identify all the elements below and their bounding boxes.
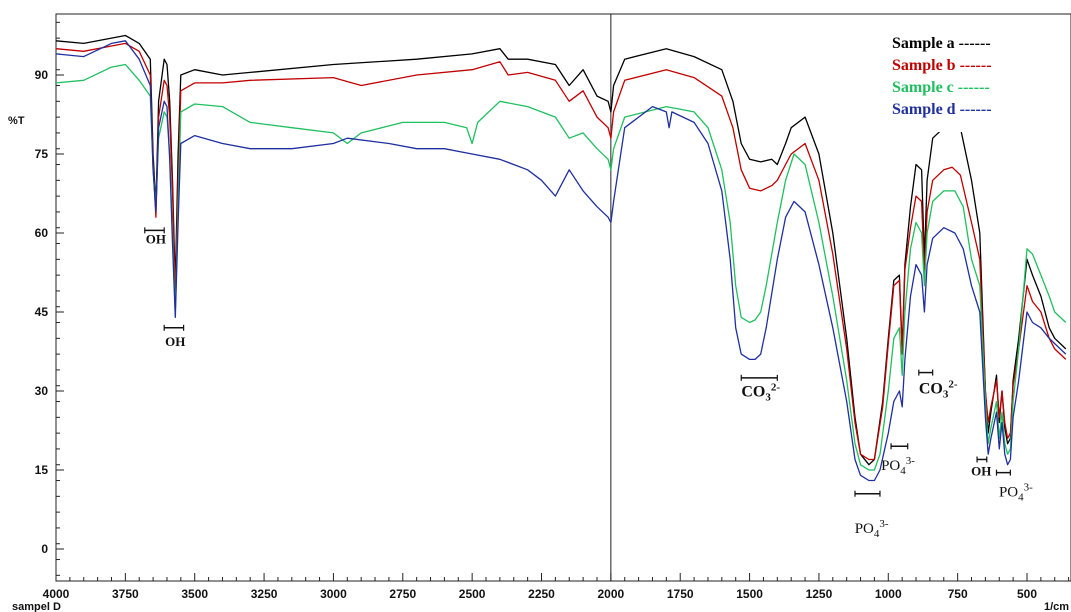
annotation-label: CO32- xyxy=(741,381,780,403)
plot-frame xyxy=(55,13,1071,582)
series-line-3 xyxy=(55,63,1067,471)
x-tick-label: 3500 xyxy=(181,587,208,601)
legend-entry: Sample c ------ xyxy=(892,79,990,96)
legend-entry: Sample b ------ xyxy=(892,57,992,74)
annotation-label: CO32- xyxy=(919,379,958,401)
legend: Sample a ------ Sample b ------ Sample c -… xyxy=(880,24,1050,132)
legend-entry: Sample d ------ xyxy=(892,101,992,118)
x-tick-label: 2000 xyxy=(598,587,625,601)
annotation-label: PO43- xyxy=(855,518,889,540)
x-tick-label: 1000 xyxy=(875,587,902,601)
annotation-label: PO43- xyxy=(999,481,1033,503)
y-tick-label: 30 xyxy=(35,384,49,398)
y-tick-label: 75 xyxy=(35,147,49,161)
x-tick-label: 3250 xyxy=(251,587,278,601)
x-tick-label: 1500 xyxy=(736,587,763,601)
x-tick-label: 3750 xyxy=(112,587,139,601)
x-tick-label: 2750 xyxy=(389,587,416,601)
x-axis: 4000 3750 3500 3250 3000 2750 2500 2250 2000 1750… xyxy=(43,573,1070,601)
series-line-2 xyxy=(55,42,1067,461)
series-group xyxy=(55,34,1067,482)
x-tick-label: 4000 xyxy=(43,587,70,601)
legend-box xyxy=(880,24,1050,132)
y-tick-label: 45 xyxy=(35,305,49,319)
x-tick-label: 2500 xyxy=(459,587,486,601)
y-tick-label: 90 xyxy=(35,68,49,82)
legend-entry: Sample a ------ xyxy=(892,35,991,52)
annotation-label: OH xyxy=(146,232,166,247)
x-tick-label: 2250 xyxy=(528,587,555,601)
x-tick-label: 500 xyxy=(1017,587,1037,601)
x-tick-label: 3000 xyxy=(320,587,347,601)
annotation-label: OH xyxy=(971,463,991,478)
y-tick-label: 0 xyxy=(41,542,48,556)
y-axis: 0 15 30 45 60 75 90 xyxy=(35,21,64,576)
annotations: OH OH CO32- CO32- PO43- PO43- OH PO43- xyxy=(144,227,1033,540)
x-tick-label: 750 xyxy=(948,587,968,601)
x-axis-label: 1/cm xyxy=(1044,601,1069,612)
y-tick-label: 15 xyxy=(35,463,49,477)
series-line-1 xyxy=(55,34,1067,466)
annotation-label: OH xyxy=(165,334,185,349)
footer-label: sampel D xyxy=(12,601,61,612)
x-tick-label: 1750 xyxy=(667,587,694,601)
y-tick-label: 60 xyxy=(35,226,49,240)
annotation-label: PO43- xyxy=(881,455,915,477)
y-axis-label: %T xyxy=(8,115,25,127)
series-line-4 xyxy=(55,40,1067,482)
x-tick-label: 1250 xyxy=(806,587,833,601)
